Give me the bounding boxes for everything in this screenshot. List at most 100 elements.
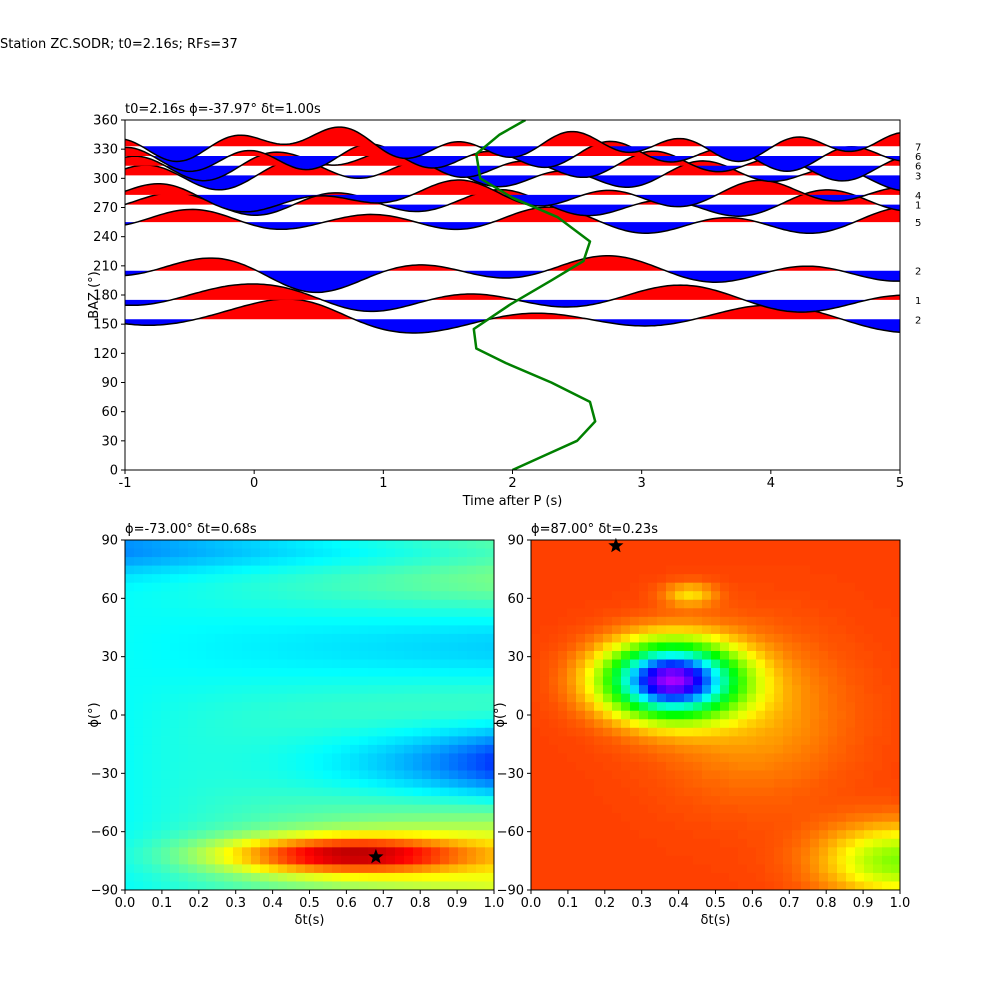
heatmap-cell <box>540 702 550 712</box>
heatmap-cell <box>377 650 387 661</box>
heatmap-cell <box>711 642 721 652</box>
heatmap-cell <box>377 548 387 558</box>
heatmap-cell <box>359 633 369 644</box>
heatmap-cell <box>684 548 694 558</box>
heatmap-cell <box>729 591 739 601</box>
heatmap-cell <box>161 599 171 609</box>
heatmap-cell <box>810 540 820 550</box>
heatmap-cell <box>612 719 622 729</box>
heatmap-cell <box>458 779 468 789</box>
heatmap-cell <box>783 582 793 592</box>
heatmap-cell <box>440 770 450 780</box>
heatmap-cell <box>774 650 784 661</box>
heatmap-cell <box>233 633 243 644</box>
heatmap-cell <box>449 668 459 678</box>
heatmap-cell <box>594 881 604 890</box>
heatmap-cell <box>720 727 730 737</box>
heatmap-cell <box>269 821 279 831</box>
heatmap-cell <box>675 744 685 755</box>
heatmap-cell <box>422 565 432 575</box>
x-tick-label: 0.8 <box>410 896 431 911</box>
heatmap-cell <box>404 685 414 695</box>
heatmap-cell <box>422 625 432 635</box>
heatmap-cell <box>485 676 494 686</box>
heatmap-cell <box>837 557 847 567</box>
heatmap-cell <box>846 557 856 567</box>
heatmap-cell <box>648 693 658 703</box>
heatmap-cell <box>576 736 586 746</box>
heatmap-cell <box>783 813 793 823</box>
heatmap-cell <box>702 540 712 550</box>
heatmap-cell <box>170 753 180 763</box>
heatmap-cell <box>314 676 324 686</box>
heatmap-cells <box>531 540 900 890</box>
heatmap-cell <box>224 625 234 635</box>
heatmap-cell <box>278 813 288 823</box>
heatmap-cell <box>558 540 568 550</box>
heatmap-cell <box>648 642 658 652</box>
heatmap-cell <box>873 633 883 644</box>
heatmap-cell <box>125 744 135 755</box>
heatmap-cell <box>783 744 793 755</box>
heatmap-cell <box>404 642 414 652</box>
heatmap-cell <box>693 872 703 883</box>
heatmap-cell <box>774 847 784 857</box>
heatmap-cell <box>567 625 577 635</box>
heatmap-cell <box>125 872 135 883</box>
heatmap-cell <box>242 727 252 737</box>
heatmap-cell <box>215 804 225 814</box>
heatmap-cell <box>801 881 811 890</box>
heatmap-cell <box>657 830 667 840</box>
heatmap-cell <box>296 813 306 823</box>
heatmap-cell <box>684 574 694 584</box>
heatmap-cell <box>684 847 694 857</box>
heatmap-cell <box>368 599 378 609</box>
heatmap-cell <box>215 702 225 712</box>
heatmap-cell <box>395 719 405 729</box>
heatmap-cell <box>341 796 351 806</box>
heatmap-cell <box>729 796 739 806</box>
heatmap-cell <box>143 599 153 609</box>
heatmap-cell <box>197 881 207 890</box>
heatmap-cell <box>377 770 387 780</box>
heatmap-cell <box>756 693 766 703</box>
heatmap-cell <box>828 779 838 789</box>
heatmap-cell <box>224 813 234 823</box>
heatmap-cell <box>765 813 775 823</box>
heatmap-cell <box>567 548 577 558</box>
heatmap-cell <box>810 864 820 874</box>
heatmap-cell <box>206 753 216 763</box>
heatmap-cell <box>413 744 423 755</box>
heatmap-cell <box>359 736 369 746</box>
heatmap-cell <box>828 685 838 695</box>
heatmap-cell <box>873 753 883 763</box>
heatmap-cell <box>630 830 640 840</box>
heatmap-cell <box>720 540 730 550</box>
heatmap-cell <box>783 838 793 848</box>
heatmap-cell <box>828 599 838 609</box>
heatmap-cell <box>549 838 559 848</box>
heatmap-cell <box>630 727 640 737</box>
heatmap-cell <box>639 779 649 789</box>
heatmap-cell <box>792 744 802 755</box>
heatmap-cell <box>648 616 658 626</box>
heatmap-cell <box>458 702 468 712</box>
heatmap-cell <box>675 864 685 874</box>
heatmap-cell <box>485 838 494 848</box>
heatmap-cell <box>314 744 324 755</box>
heatmap-cell <box>810 676 820 686</box>
heatmap-cell <box>648 787 658 797</box>
heatmap-cell <box>359 582 369 592</box>
heatmap-cell <box>765 821 775 831</box>
heatmap-cell <box>161 668 171 678</box>
heatmap-cell <box>549 779 559 789</box>
heatmap-cell <box>152 633 162 644</box>
heatmap-cell <box>413 599 423 609</box>
heatmap-cell <box>395 608 405 618</box>
heatmap-cell <box>215 548 225 558</box>
heatmap-cell <box>332 693 342 703</box>
heatmap-cell <box>305 565 315 575</box>
heatmap-cell <box>819 864 829 874</box>
heatmap-cell <box>873 557 883 567</box>
heatmap-cell <box>251 582 261 592</box>
